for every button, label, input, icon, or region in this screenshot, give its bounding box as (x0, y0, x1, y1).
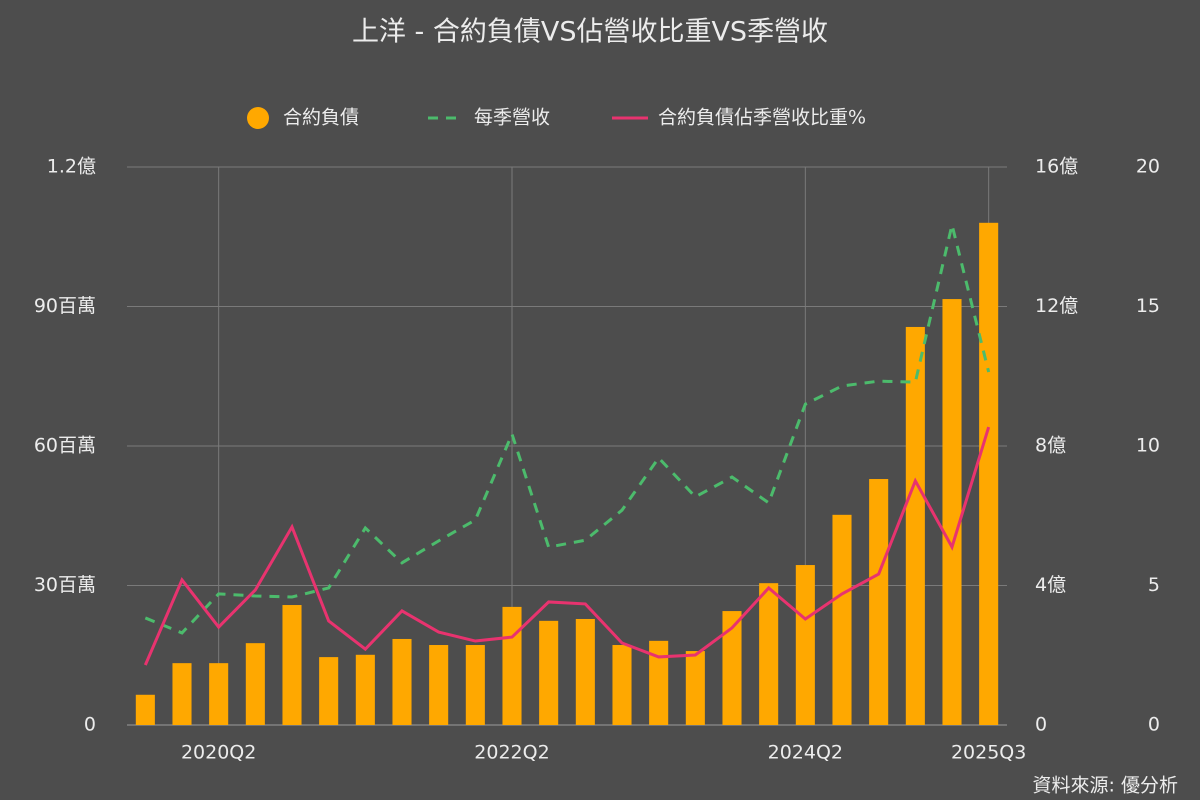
source-note: 資料來源: 優分析 (1033, 775, 1178, 797)
legend-label: 合約負債 (283, 107, 359, 129)
tick-label: 60百萬 (34, 435, 96, 457)
bar (905, 326, 925, 725)
tick-label: 1.2億 (47, 156, 96, 178)
tick-label: 10 (1136, 435, 1160, 457)
x-tick-label: 2025Q3 (951, 742, 1026, 764)
bar (539, 620, 559, 725)
tick-label: 0 (1148, 714, 1160, 736)
tick-label: 0 (1035, 714, 1047, 736)
bar (355, 654, 375, 725)
bar (979, 222, 999, 726)
bar (649, 640, 669, 725)
x-tick-label: 2022Q2 (474, 742, 549, 764)
bar (245, 643, 265, 725)
tick-label: 16億 (1035, 156, 1078, 178)
legend-swatch (247, 107, 269, 129)
bar (942, 299, 962, 725)
bar (282, 605, 302, 725)
chart-title: 上洋 - 合約負債VS佔營收比重VS季營收 (352, 17, 828, 48)
legend-label: 合約負債佔季營收比重% (658, 107, 866, 129)
tick-label: 30百萬 (34, 574, 96, 596)
tick-label: 8億 (1035, 435, 1066, 457)
tick-label: 15 (1136, 295, 1160, 317)
bar (209, 663, 229, 725)
tick-label: 90百萬 (34, 295, 96, 317)
bar (319, 657, 339, 725)
x-tick-label: 2020Q2 (181, 742, 256, 764)
bar (465, 645, 485, 725)
bar (575, 618, 595, 725)
tick-label: 12億 (1035, 295, 1078, 317)
bar (685, 651, 705, 725)
tick-label: 5 (1148, 574, 1160, 596)
bar (759, 583, 779, 725)
legend-label: 每季營收 (474, 107, 550, 129)
bar (172, 663, 192, 725)
bar (502, 606, 522, 725)
tick-label: 4億 (1035, 574, 1066, 596)
bar (795, 565, 815, 725)
tick-label: 20 (1136, 156, 1160, 178)
bar (612, 645, 632, 725)
bar (135, 694, 155, 725)
bar (392, 638, 412, 725)
tick-label: 0 (84, 714, 96, 736)
bar (869, 479, 889, 725)
line (144, 224, 991, 635)
line (143, 426, 991, 666)
bar (429, 645, 449, 725)
x-tick-label: 2024Q2 (768, 742, 843, 764)
bar (722, 611, 742, 725)
bar (832, 514, 852, 725)
